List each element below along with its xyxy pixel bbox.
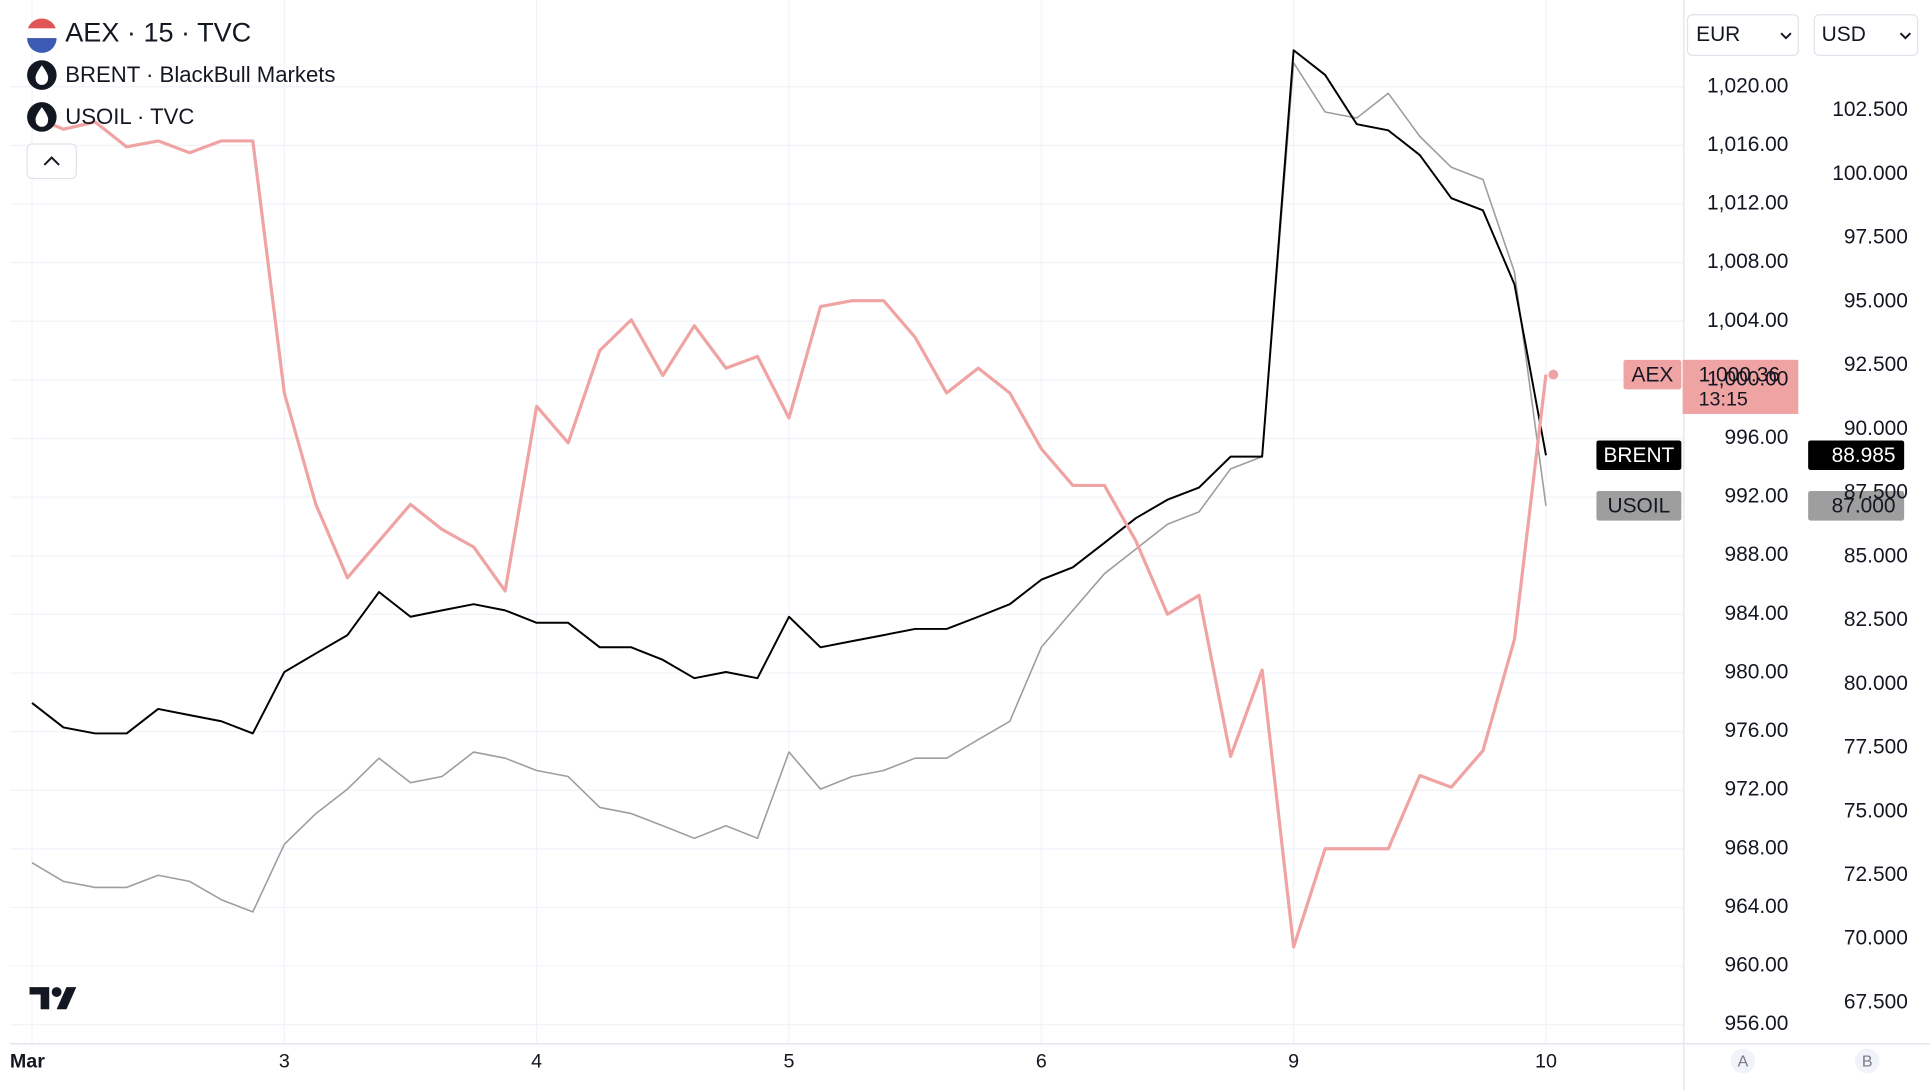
y2-tick-label: 102.500 <box>1832 98 1908 121</box>
price-label: 87.000 <box>1832 495 1896 518</box>
y-tick-label: 1,012.00 <box>1707 192 1788 215</box>
countdown-label: 13:15 <box>1699 389 1748 411</box>
x-tick-label: Mar <box>10 1050 45 1072</box>
last-point <box>1548 369 1559 380</box>
y-tick-label: 1,016.00 <box>1707 133 1788 156</box>
scale-button-label: A <box>1738 1053 1749 1070</box>
price-label: 1,000.36 <box>1699 363 1780 386</box>
oil-icon <box>35 107 49 127</box>
series-tag <box>1596 440 1682 470</box>
y2-tick-label: 90.000 <box>1844 417 1908 440</box>
price-tag <box>1808 440 1905 470</box>
price-tag <box>1808 491 1905 521</box>
scale-button[interactable] <box>1854 1048 1880 1074</box>
price-label: 88.985 <box>1832 444 1896 467</box>
series-tag <box>1596 491 1682 521</box>
y-tick-label: 956.00 <box>1724 1012 1788 1035</box>
chevron <box>1899 32 1912 40</box>
scale-button-label: B <box>1862 1053 1873 1070</box>
collapse-button[interactable] <box>26 143 77 180</box>
y2-tick-label: 87.500 <box>1844 481 1908 504</box>
currency-label: EUR <box>1696 23 1740 46</box>
x-tick-label: 6 <box>1036 1050 1047 1072</box>
currency-select[interactable] <box>1686 14 1799 57</box>
x-tick-label: 5 <box>784 1050 795 1072</box>
y-tick-label: 968.00 <box>1724 836 1788 859</box>
collapse-icon <box>43 156 60 166</box>
y-tick-label: 976.00 <box>1724 719 1788 742</box>
legend-entry[interactable]: BRENT · BlackBull Markets <box>65 62 335 87</box>
y-tick-label: 972.00 <box>1724 778 1788 801</box>
series-tag-label: BRENT <box>1603 444 1674 467</box>
grid <box>9 0 1684 1044</box>
flag-icon <box>27 28 57 39</box>
y2-tick-label: 97.500 <box>1844 226 1908 249</box>
legend-entry[interactable]: AEX · 15 · TVC <box>65 17 251 48</box>
legend: AEX · 15 · TVC BRENT · BlackBull Markets… <box>26 17 336 180</box>
currency-label: USD <box>1822 23 1866 46</box>
y-tick-label: 1,004.00 <box>1707 309 1788 332</box>
y-tick-label: 992.00 <box>1724 485 1788 508</box>
y-tick-label: 1,000.00 <box>1707 367 1788 390</box>
y2-tick-label: 100.000 <box>1832 162 1908 185</box>
y2-tick-label: 92.500 <box>1844 353 1908 376</box>
price-tags: AEX 1,000.36 13:15 BRENT 88.985 USOIL 87.000 <box>1596 359 1905 521</box>
flag-icon <box>27 38 57 53</box>
y2-tick-label: 72.500 <box>1844 863 1908 886</box>
y2-tick-label: 80.000 <box>1844 672 1908 695</box>
y2-tick-label: 95.000 <box>1844 289 1908 312</box>
y-tick-label: 964.00 <box>1724 895 1788 918</box>
logo[interactable] <box>29 987 77 1010</box>
currency-select[interactable] <box>1813 14 1919 57</box>
legend-entry[interactable]: USOIL · TVC <box>65 104 194 129</box>
plot <box>31 49 1548 949</box>
y-tick-label: 960.00 <box>1724 954 1788 977</box>
y-tick-label: 1,008.00 <box>1707 250 1788 273</box>
y-tick-label: 980.00 <box>1724 660 1788 683</box>
price-tag <box>1682 359 1799 414</box>
y2-tick-label: 82.500 <box>1844 608 1908 631</box>
x-tick-label: 4 <box>531 1050 542 1072</box>
y2-tick-label: 67.500 <box>1844 990 1908 1013</box>
y-tick-label: 988.00 <box>1724 543 1788 566</box>
x-tick-label: 3 <box>279 1050 290 1072</box>
y-tick-label: 996.00 <box>1724 426 1788 449</box>
oil-icon <box>35 65 49 85</box>
logo <box>51 987 62 997</box>
y-tick-label: 1,020.00 <box>1707 74 1788 97</box>
series-tag-label: USOIL <box>1608 495 1671 518</box>
series-tag <box>1623 359 1682 390</box>
y2-tick-label: 77.500 <box>1844 736 1908 759</box>
scale-button[interactable] <box>1730 1048 1756 1074</box>
y2-tick-label: 70.000 <box>1844 927 1908 950</box>
y2-tick-label: 75.000 <box>1844 799 1908 822</box>
series-line <box>31 49 1547 735</box>
x-tick-label: 9 <box>1288 1050 1299 1072</box>
chevron <box>1780 32 1792 40</box>
series-line <box>31 114 1548 949</box>
x-tick-label: 10 <box>1535 1050 1557 1072</box>
series-tag-label: AEX <box>1632 363 1674 386</box>
y-tick-label: 984.00 <box>1724 602 1788 625</box>
y2-tick-label: 85.000 <box>1844 544 1908 567</box>
